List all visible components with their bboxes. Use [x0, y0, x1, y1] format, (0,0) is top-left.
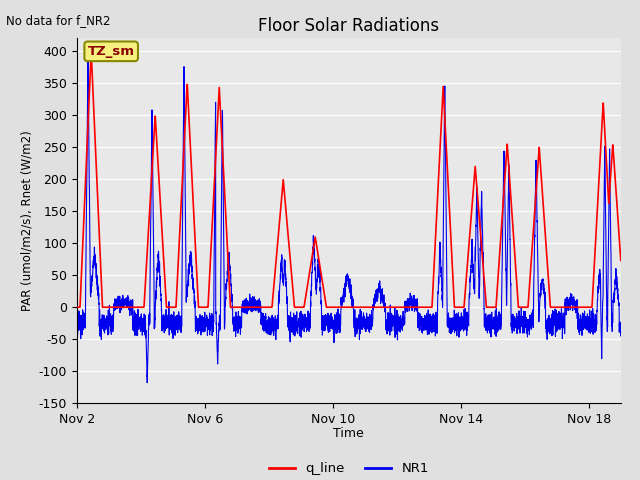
- X-axis label: Time: Time: [333, 427, 364, 440]
- Text: TZ_sm: TZ_sm: [88, 45, 134, 58]
- Title: Floor Solar Radiations: Floor Solar Radiations: [258, 17, 440, 36]
- Text: No data for f_NR2: No data for f_NR2: [6, 14, 111, 27]
- Y-axis label: PAR (umol/m2/s), Rnet (W/m2): PAR (umol/m2/s), Rnet (W/m2): [20, 131, 33, 311]
- Legend: q_line, NR1: q_line, NR1: [263, 457, 435, 480]
